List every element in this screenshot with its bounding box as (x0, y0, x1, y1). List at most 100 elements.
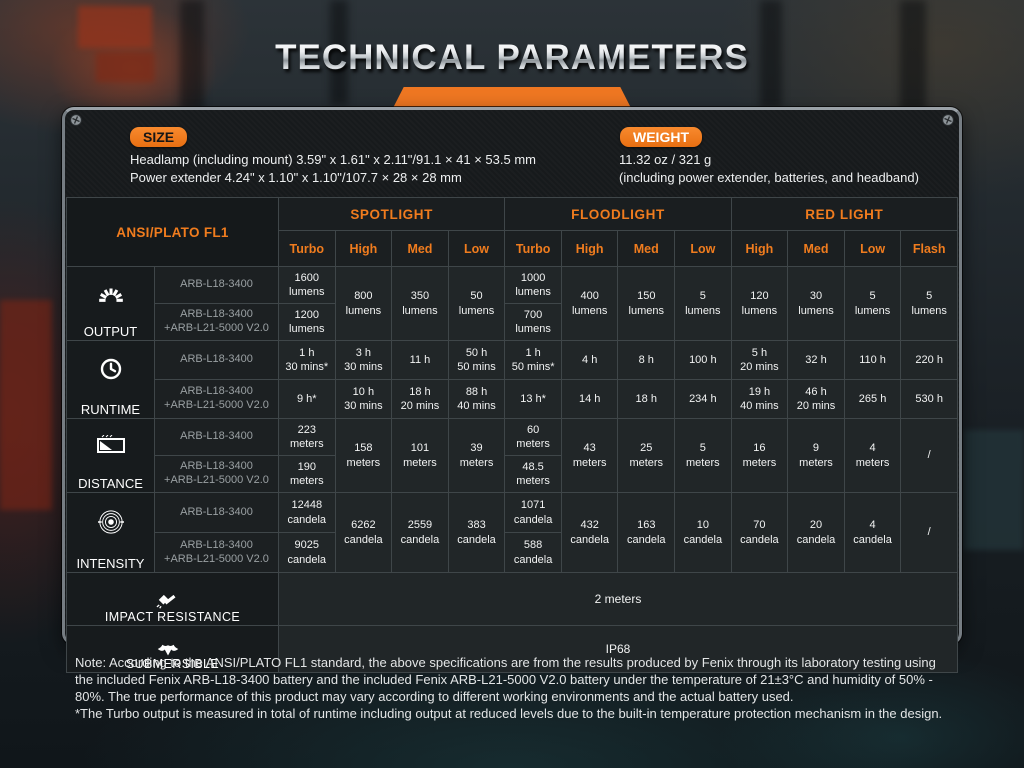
beam-distance-icon (96, 435, 125, 453)
footnotes: Note: According to the ANSI/PLATO FL1 st… (75, 654, 955, 723)
category-label: OUTPUT (83, 324, 138, 339)
screw-icon (942, 114, 954, 126)
row-label: IMPACT RESISTANCE (104, 610, 241, 624)
value-cell: 101 meters (391, 418, 449, 493)
value-cell: 60 meters (504, 418, 562, 456)
value-cell: 400 lumens (560, 266, 619, 341)
mode-header: Med (391, 230, 449, 267)
row-category-runtime: RUNTIME (66, 340, 155, 419)
row-category-impact-resistance: IMPACT RESISTANCE (66, 572, 279, 626)
weight-value-line: 11.32 oz / 321 g (619, 152, 712, 167)
submersible-value: IP68 (278, 625, 958, 673)
value-cell: 14 h (560, 379, 619, 419)
value-cell: 163 candela (617, 492, 676, 573)
value-cell: 100 h (674, 340, 732, 380)
value-cell: 5 lumens (843, 266, 902, 341)
value-cell: 18 h (617, 379, 676, 419)
value-cell: 5 lumens (900, 266, 958, 341)
value-cell: 265 h (843, 379, 902, 419)
size-badge: SIZE (130, 127, 188, 147)
row-category-output: OUTPUT (66, 266, 155, 341)
battery-cell: ARB-L18-3400 +ARB-L21-5000 V2.0 (154, 303, 279, 341)
row-category-distance: DISTANCE (66, 418, 155, 493)
value-cell: 158 meters (334, 418, 393, 493)
mode-header: High (730, 230, 789, 267)
value-cell: 1000 lumens (504, 266, 562, 304)
value-cell: 588 candela (504, 532, 562, 573)
value-cell: 18 h 20 mins (391, 379, 449, 419)
sunburst-icon (98, 288, 123, 302)
row-label: SUBMERSIBLE (125, 657, 220, 671)
value-cell: 190 meters (278, 455, 336, 493)
value-cell: 39 meters (447, 418, 506, 493)
background-crate (964, 430, 1024, 550)
value-cell: 13 h* (504, 379, 562, 419)
mode-header: Med (617, 230, 676, 267)
value-cell: 1 h 50 mins* (504, 340, 562, 380)
value-cell: 19 h 40 mins (730, 379, 789, 419)
value-cell: 50 lumens (447, 266, 506, 341)
value-cell: 1200 lumens (278, 303, 336, 341)
background-beam (180, 0, 204, 110)
size-headlamp-line: Headlamp (including mount) 3.59" x 1.61"… (130, 152, 537, 167)
value-cell: 350 lumens (391, 266, 449, 341)
value-cell: 32 h (787, 340, 845, 380)
battery-cell: ARB-L18-3400 (154, 266, 279, 304)
value-cell: 4 h (560, 340, 619, 380)
screw-icon (70, 114, 82, 126)
footnote-turbo: *The Turbo output is measured in total o… (75, 706, 943, 722)
value-cell: 70 candela (730, 492, 789, 573)
value-cell: 530 h (900, 379, 958, 419)
mode-header: High (334, 230, 393, 267)
value-cell: 800 lumens (334, 266, 393, 341)
value-cell: 50 h 50 mins (447, 340, 506, 380)
mode-header: Med (787, 230, 845, 267)
value-cell: 110 h (843, 340, 902, 380)
mode-header: Flash (900, 230, 958, 267)
value-cell: 88 h 40 mins (447, 379, 506, 419)
background-beam (760, 0, 782, 108)
value-cell: 12448 candela (278, 492, 336, 533)
background-crate (0, 300, 52, 510)
value-cell: 30 lumens (787, 266, 845, 341)
value-cell: 43 meters (560, 418, 619, 493)
banner-trapezoid (393, 87, 631, 108)
mode-header: Low (447, 230, 506, 267)
value-cell: 1 h 30 mins* (278, 340, 336, 380)
battery-cell: ARB-L18-3400 +ARB-L21-5000 V2.0 (154, 532, 279, 573)
group-header-floodlight: FLOODLIGHT (504, 197, 732, 231)
mode-header: Turbo (278, 230, 336, 267)
value-cell: 5 h 20 mins (730, 340, 789, 380)
value-cell: 6262 candela (334, 492, 393, 573)
mode-header: Low (674, 230, 732, 267)
value-cell: 234 h (674, 379, 732, 419)
battery-cell: ARB-L18-3400 (154, 492, 279, 533)
background-beam (900, 0, 926, 112)
value-cell: 9 h* (278, 379, 336, 419)
value-cell: 150 lumens (617, 266, 676, 341)
background-crate (78, 6, 152, 48)
water-splash-icon (157, 644, 178, 656)
category-label: DISTANCE (78, 476, 143, 491)
target-icon (97, 510, 124, 534)
value-cell: 383 candela (447, 492, 506, 573)
group-header-redlight: RED LIGHT (730, 197, 959, 231)
value-cell: 48.5 meters (504, 455, 562, 493)
row-category-intensity: INTENSITY (66, 492, 155, 573)
value-cell: 25 meters (617, 418, 676, 493)
value-cell: 1071 candela (504, 492, 562, 533)
value-cell: 3 h 30 mins (334, 340, 393, 380)
value-cell: 10 h 30 mins (334, 379, 393, 419)
weight-note-line: (including power extender, batteries, an… (619, 170, 919, 185)
row-category-submersible: SUBMERSIBLE (66, 625, 279, 673)
value-cell: 8 h (617, 340, 676, 380)
page-title: TECHNICAL PARAMETERS (0, 38, 1024, 78)
value-cell: / (900, 492, 958, 573)
impact-resistance-value: 2 meters (278, 572, 958, 626)
value-cell: 700 lumens (504, 303, 562, 341)
value-cell: 4 candela (843, 492, 902, 573)
hammer-icon (156, 594, 175, 609)
standard-header: ANSI/PLATO FL1 (66, 197, 279, 267)
weight-badge: WEIGHT (620, 127, 702, 147)
battery-cell: ARB-L18-3400 +ARB-L21-5000 V2.0 (154, 455, 279, 493)
